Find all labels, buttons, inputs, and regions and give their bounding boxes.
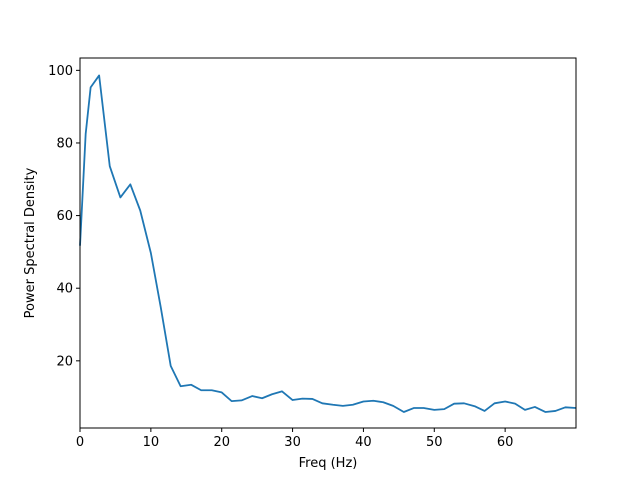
- x-tick-label-10: 10: [143, 435, 160, 450]
- y-axis-label: Power Spectral Density: [23, 167, 38, 318]
- y-tick-label-60: 60: [56, 209, 73, 224]
- x-tick-label-60: 60: [497, 435, 514, 450]
- y-tick-label-20: 20: [56, 354, 73, 369]
- x-tick-label-20: 20: [213, 435, 230, 450]
- y-tick-label-100: 100: [48, 64, 73, 79]
- series-line-0: [79, 74, 577, 413]
- x-tick-label-0: 0: [76, 435, 84, 450]
- y-tick-label-40: 40: [56, 282, 73, 297]
- axes-frame: [79, 57, 577, 429]
- x-axis-label: Freq (Hz): [299, 456, 358, 471]
- x-tick-label-50: 50: [426, 435, 443, 450]
- x-tick-label-40: 40: [355, 435, 372, 450]
- y-tick-label-80: 80: [56, 136, 73, 151]
- plot-area: 0 10 20 30 40 50 60 20 40 60 80 100: [48, 57, 577, 450]
- x-tick-label-30: 30: [284, 435, 301, 450]
